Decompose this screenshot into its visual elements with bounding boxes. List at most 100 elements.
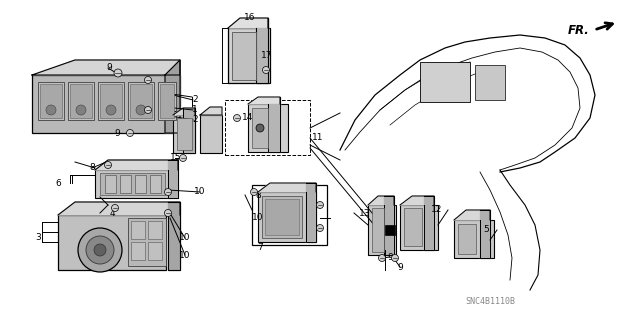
Circle shape: [111, 204, 118, 211]
Polygon shape: [256, 18, 268, 83]
Bar: [248, 104, 288, 152]
Polygon shape: [480, 210, 490, 258]
Bar: [148, 242, 162, 260]
Circle shape: [76, 105, 86, 115]
Circle shape: [104, 161, 111, 168]
Bar: [68, 82, 94, 120]
Bar: [130, 84, 152, 118]
Bar: [70, 84, 92, 118]
Circle shape: [106, 105, 116, 115]
Bar: [148, 221, 162, 239]
Bar: [225, 100, 310, 155]
Bar: [258, 192, 316, 242]
Circle shape: [256, 124, 264, 132]
Bar: [475, 65, 505, 100]
Circle shape: [164, 210, 172, 217]
Text: 16: 16: [244, 13, 256, 23]
Text: 9: 9: [114, 129, 120, 137]
Text: 9: 9: [106, 63, 112, 72]
Text: 12: 12: [431, 205, 443, 214]
Text: 14: 14: [243, 114, 253, 122]
Polygon shape: [454, 210, 490, 220]
Text: 2: 2: [192, 95, 198, 105]
Text: 4: 4: [109, 209, 115, 218]
Bar: [105, 175, 116, 193]
Circle shape: [94, 244, 106, 256]
Bar: [385, 225, 395, 235]
Circle shape: [136, 105, 146, 115]
Text: 3: 3: [35, 233, 41, 241]
Circle shape: [378, 255, 385, 262]
Polygon shape: [248, 97, 280, 104]
Polygon shape: [400, 196, 434, 205]
Text: 7: 7: [257, 243, 263, 253]
Bar: [95, 170, 170, 198]
Bar: [262, 196, 302, 238]
Bar: [128, 218, 166, 266]
Bar: [252, 185, 327, 245]
Text: 15: 15: [170, 153, 182, 162]
Text: 17: 17: [261, 50, 273, 60]
Circle shape: [262, 66, 269, 73]
Text: 6: 6: [55, 179, 61, 188]
Bar: [100, 84, 122, 118]
Bar: [160, 84, 174, 118]
Bar: [150, 175, 161, 193]
Polygon shape: [306, 183, 316, 242]
Circle shape: [392, 255, 399, 262]
Polygon shape: [58, 202, 180, 215]
Text: 2: 2: [192, 115, 198, 124]
Text: FR.: FR.: [568, 24, 590, 36]
Bar: [131, 242, 145, 260]
Polygon shape: [173, 108, 195, 115]
Polygon shape: [32, 60, 180, 75]
Circle shape: [86, 236, 114, 264]
Circle shape: [164, 189, 172, 196]
Text: 10: 10: [195, 188, 205, 197]
Polygon shape: [200, 107, 222, 115]
Bar: [98, 82, 124, 120]
Bar: [131, 221, 145, 239]
Circle shape: [145, 107, 152, 114]
Text: 11: 11: [312, 133, 324, 143]
Bar: [32, 75, 180, 133]
Bar: [38, 82, 64, 120]
Text: 5: 5: [483, 226, 489, 234]
Circle shape: [127, 130, 134, 137]
Polygon shape: [168, 160, 178, 198]
Bar: [368, 205, 396, 255]
Circle shape: [250, 189, 257, 196]
Circle shape: [114, 69, 122, 77]
Polygon shape: [95, 160, 178, 170]
Polygon shape: [165, 60, 180, 133]
Bar: [120, 175, 131, 193]
Circle shape: [317, 202, 323, 209]
Polygon shape: [424, 196, 434, 250]
Bar: [458, 224, 476, 254]
Bar: [135, 175, 146, 193]
Bar: [252, 108, 268, 148]
Text: 8: 8: [255, 190, 261, 199]
Bar: [232, 32, 256, 80]
Polygon shape: [168, 202, 180, 270]
Text: 1: 1: [192, 106, 198, 115]
Text: 10: 10: [252, 213, 264, 222]
Circle shape: [145, 77, 152, 84]
Text: SNC4B1110B: SNC4B1110B: [465, 298, 515, 307]
Polygon shape: [183, 108, 195, 153]
Text: VSA
OFF: VSA OFF: [239, 49, 249, 60]
Bar: [177, 118, 192, 150]
Bar: [404, 208, 422, 246]
Bar: [158, 82, 176, 120]
Bar: [454, 220, 494, 258]
Text: 9: 9: [397, 263, 403, 271]
Bar: [372, 208, 384, 252]
Bar: [58, 215, 166, 270]
Bar: [265, 199, 299, 235]
Circle shape: [234, 115, 241, 122]
Text: 10: 10: [179, 234, 191, 242]
Bar: [173, 115, 195, 153]
Polygon shape: [228, 18, 268, 28]
Text: 10: 10: [179, 250, 191, 259]
Circle shape: [317, 225, 323, 232]
